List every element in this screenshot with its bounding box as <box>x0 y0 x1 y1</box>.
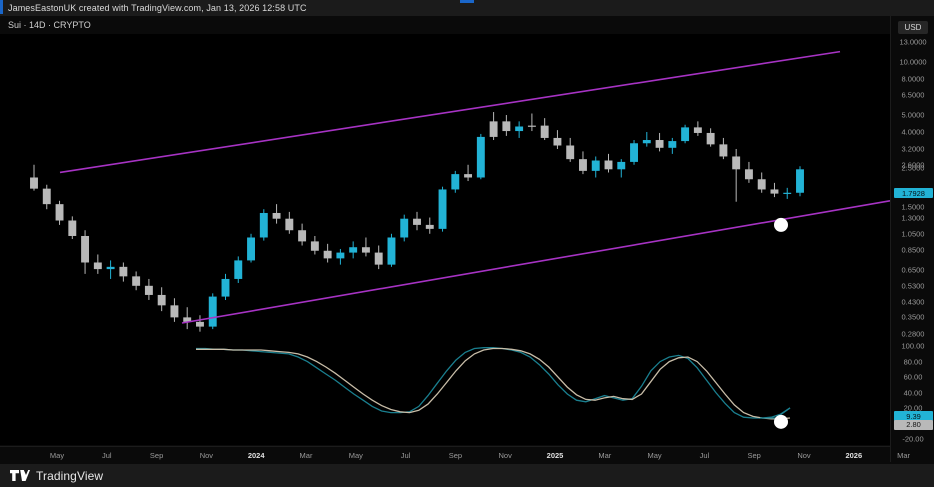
price-scale[interactable]: USD 13.0000 10.0000 8.0000 6.5000 5.0000 4.00… <box>890 16 934 462</box>
price-tick: 3.2000 <box>901 144 925 154</box>
time-tick: Sep <box>448 451 463 460</box>
time-tick: Nov <box>498 451 512 460</box>
time-tick: May <box>49 451 65 460</box>
price-tick: 0.2800 <box>901 329 925 339</box>
time-tick: Nov <box>797 451 811 460</box>
price-tick: 1.5000 <box>901 202 925 212</box>
price-tick: 0.8500 <box>901 245 925 255</box>
oscillator-tick: 40.00 <box>903 388 923 397</box>
time-tick: 2026 <box>845 451 863 460</box>
currency-chip[interactable]: USD <box>898 21 928 34</box>
time-tick: Nov <box>199 451 214 460</box>
oscillator-series <box>196 347 791 420</box>
price-tick: 1.0500 <box>901 229 925 239</box>
edge-accent-top-strip <box>460 0 474 3</box>
price-marker[interactable] <box>774 217 788 232</box>
time-tick: 2024 <box>247 451 265 460</box>
time-tick: Jul <box>699 451 710 460</box>
price-tick: 0.5300 <box>901 281 925 291</box>
time-tick: 2025 <box>546 451 564 460</box>
edge-accent-top <box>0 0 3 14</box>
time-tick: Sep <box>149 451 164 460</box>
price-tick: 0.3500 <box>901 312 925 322</box>
oscillator-tick: 80.00 <box>903 357 923 367</box>
footer-bar: TradingView <box>0 464 934 487</box>
price-tick: 8.0000 <box>901 74 925 84</box>
price-chart-panel[interactable] <box>0 34 890 340</box>
time-tick: Mar <box>897 451 911 460</box>
tradingview-logo-icon <box>10 469 30 481</box>
time-tick: May <box>647 451 662 460</box>
trendline-annotations[interactable] <box>59 50 890 324</box>
price-tick: 10.0000 <box>899 57 927 67</box>
time-tick: Sep <box>747 451 761 460</box>
oscillator-value-badge[interactable]: 2.80 <box>894 419 933 430</box>
oscillator-tick: 60.00 <box>903 372 923 382</box>
candlestick-series <box>30 112 804 332</box>
current-price-badge[interactable]: 1.7928 <box>894 188 933 199</box>
price-plot-svg <box>30 50 890 332</box>
time-scale[interactable]: May Jul Sep Nov 2024 Mar May Jul Sep Nov 2025 Mar Ma… <box>0 446 910 464</box>
time-tick: Jul <box>400 451 411 460</box>
header-bar: JamesEastonUK created with TradingView.c… <box>0 0 934 16</box>
oscillator-plot-svg <box>196 347 791 429</box>
time-tick: May <box>348 451 363 460</box>
time-tick: Mar <box>299 451 313 460</box>
price-tick: 0.4300 <box>901 297 925 307</box>
tradingview-logo[interactable]: TradingView <box>10 469 103 483</box>
tradingview-brand-name: TradingView <box>36 468 104 483</box>
oscillator-value-badge[interactable]: 9.39 <box>894 411 933 422</box>
oscillator-tick: 100.00 <box>901 341 925 351</box>
symbol-legend[interactable]: Sui · 14D · CRYPTO <box>8 20 91 30</box>
oscillator-marker[interactable] <box>774 414 788 429</box>
price-tick: 1.3000 <box>901 213 925 223</box>
time-tick: Mar <box>598 451 612 460</box>
price-tick: 4.0000 <box>901 127 925 137</box>
price-tick: 2.6000 <box>901 160 925 170</box>
time-tick: Jul <box>102 451 112 460</box>
oscillator-tick: -20.00 <box>902 434 924 444</box>
price-tick: 2.5000 <box>901 163 925 173</box>
attribution-text: JamesEastonUK created with TradingView.c… <box>8 3 307 13</box>
price-tick: 13.0000 <box>899 37 927 47</box>
price-tick: 0.6500 <box>901 265 925 275</box>
oscillator-panel[interactable] <box>0 340 890 445</box>
oscillator-tick: 20.00 <box>903 403 923 413</box>
price-tick: 5.0000 <box>901 110 925 120</box>
price-tick: 6.5000 <box>901 90 925 100</box>
